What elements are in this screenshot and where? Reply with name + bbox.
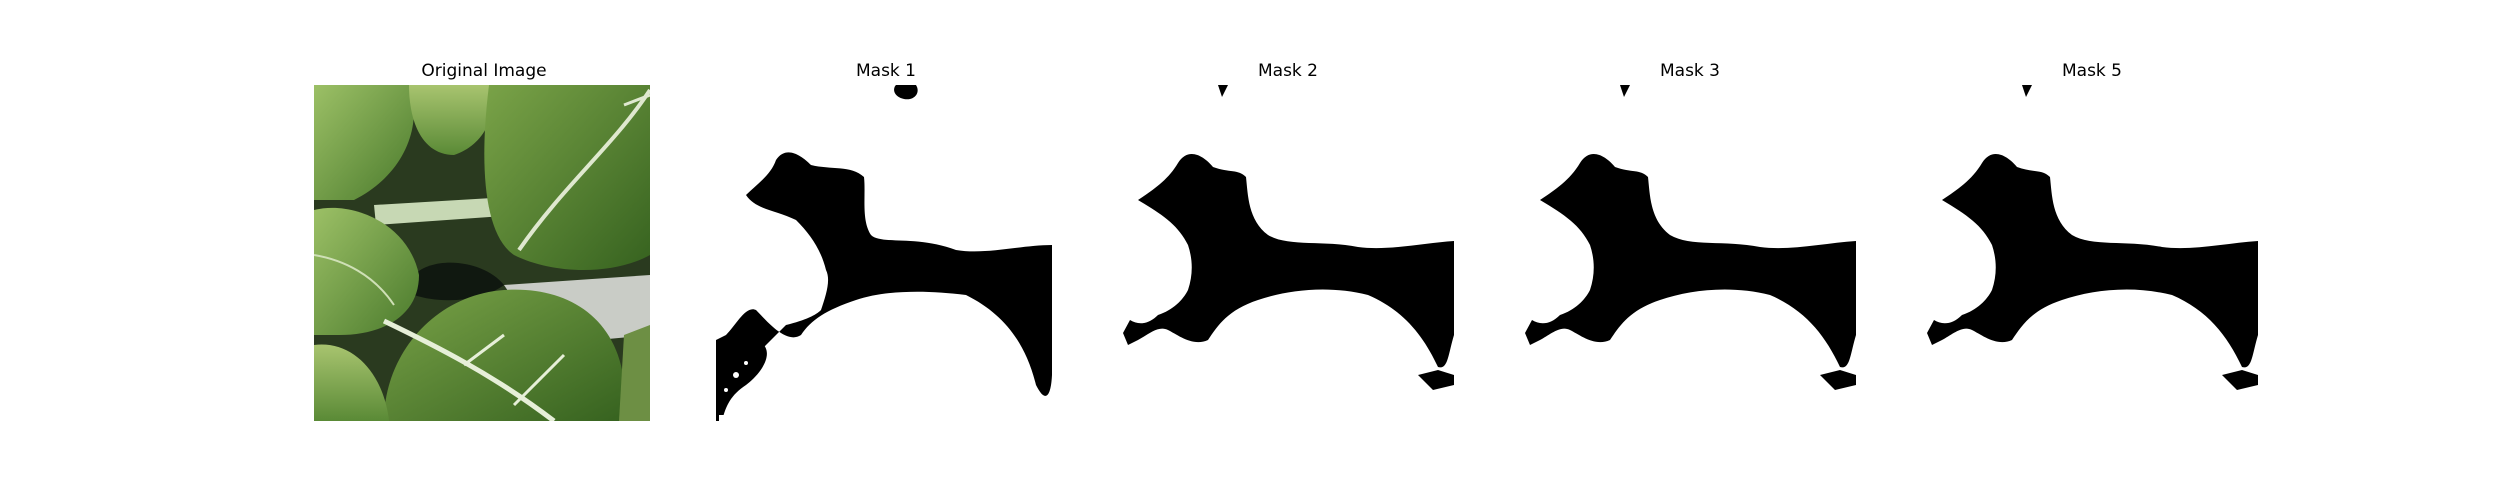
original-leaf-photo: [314, 85, 650, 421]
panel-original-image: Original Image: [314, 60, 654, 430]
panel-mask-3: Mask 3: [1520, 60, 1860, 430]
panel-title: Mask 1: [855, 61, 916, 81]
panel-title: Original Image: [421, 61, 547, 81]
mask-5-image: [1922, 85, 2258, 421]
mask-3-image: [1520, 85, 1856, 421]
panel-mask-1: Mask 1: [716, 60, 1056, 430]
panel-title: Mask 2: [1257, 61, 1318, 81]
mask-2-image: [1118, 85, 1454, 421]
panel-title: Mask 3: [1659, 61, 1720, 81]
mask-1-image: [716, 85, 1052, 421]
panel-mask-5: Mask 5: [1922, 60, 2262, 430]
panel-title: Mask 5: [2061, 61, 2122, 81]
panel-mask-2: Mask 2: [1118, 60, 1458, 430]
